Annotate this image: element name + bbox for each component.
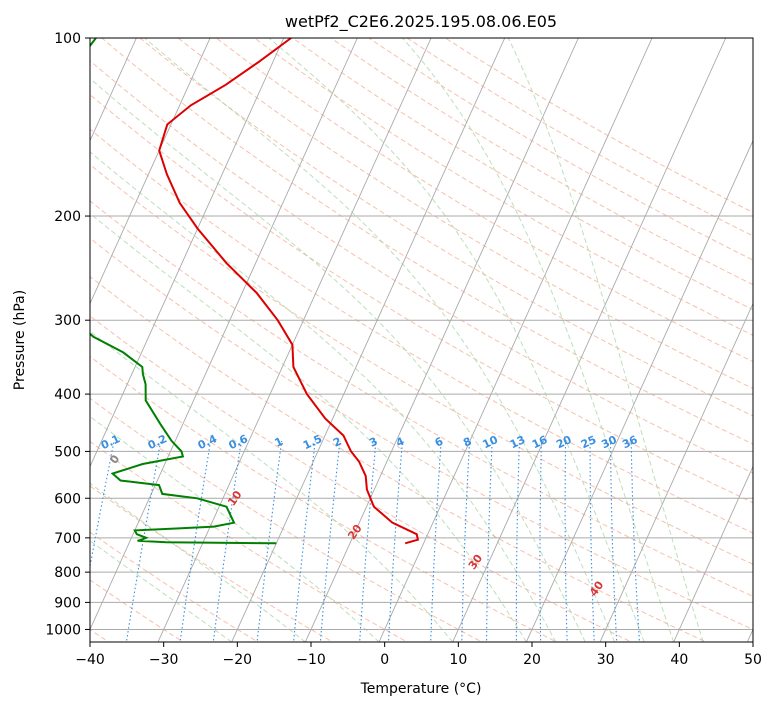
sounding-line: [90, 38, 277, 545]
mixing-ratio-line: [212, 440, 242, 642]
mixing-ratio-line: [179, 440, 212, 642]
mixing-ratio-line: [256, 440, 283, 642]
isotherm-line: [90, 38, 358, 631]
mixing-ratio-label: 16: [530, 433, 550, 451]
mixing-ratio-line: [589, 440, 595, 642]
y-axis-ticks: 100 200 300 400 500 600 700 800 900 1000: [45, 31, 90, 638]
y-tick-label: 300: [54, 313, 81, 329]
x-axis-ticks: −40 −30 −20 −10 0 10 20 30 40 50: [75, 642, 762, 668]
sounding-series: [90, 38, 420, 545]
mixing-ratio-label: 20: [554, 433, 574, 451]
x-tick-label: −40: [75, 652, 105, 668]
plot-area: 0.10.20.40.611.52346810131620253036-100-…: [90, 38, 753, 642]
moist-adiabat: [90, 212, 527, 642]
mixing-ratio-line: [539, 440, 543, 642]
mixing-ratio-line: [387, 440, 404, 642]
dry-adiabat: [90, 128, 753, 534]
moist-adiabat: [90, 77, 586, 642]
x-tick-label: 30: [597, 652, 615, 668]
x-tick-label: 50: [744, 652, 762, 668]
moist-adiabat: [144, 38, 616, 642]
isotherm-line: [90, 38, 285, 468]
y-tick-label: 1000: [45, 622, 81, 638]
isotherm-line: [452, 38, 727, 642]
isotherm-line: [90, 38, 137, 142]
x-tick-label: 40: [670, 652, 688, 668]
dry-adiabat: [90, 200, 753, 597]
x-axis-label: Temperature (°C): [360, 681, 482, 697]
y-axis-label: Pressure (hPa): [12, 290, 28, 390]
dry-adiabat: [90, 440, 409, 642]
isotherm-line: [231, 38, 506, 642]
dry-adiabat: [329, 38, 753, 286]
dry-adiabat: [90, 237, 753, 631]
chart-title: wetPf2_C2E6.2025.195.08.06.E05: [285, 12, 557, 32]
x-tick-label: −30: [149, 652, 179, 668]
isotherm-line: [599, 302, 753, 642]
y-tick-label: 200: [54, 209, 81, 225]
isotherm-line: [304, 38, 579, 642]
mixing-ratio-label: 36: [620, 433, 640, 451]
mixing-ratio-line: [461, 440, 471, 642]
moist-adiabat: [507, 38, 704, 642]
y-tick-label: 900: [54, 595, 81, 611]
mixing-ratio-label: 25: [579, 433, 598, 451]
y-tick-label: 100: [54, 31, 81, 47]
isotherms: [90, 38, 753, 642]
plot-frame: [89, 37, 754, 643]
moist-adiabat: [268, 38, 645, 642]
mixing-ratio-label: 13: [508, 433, 527, 451]
x-tick-label: −20: [223, 652, 253, 668]
mixing-ratio-line: [630, 440, 641, 642]
y-tick-label: 800: [54, 565, 81, 581]
x-tick-label: 0: [380, 652, 389, 668]
isotherm-line: [378, 38, 653, 642]
mixing-ratio-lines: [90, 440, 641, 642]
isotherm-line: [90, 38, 211, 305]
isotherm-line: [673, 465, 753, 642]
mixing-ratio-line: [319, 440, 341, 642]
dry-adiabat: [90, 60, 753, 474]
isotherm-line: [157, 38, 432, 642]
mixing-ratio-label: 10: [481, 433, 501, 451]
isobar-grid: [90, 38, 753, 630]
y-tick-label: 400: [54, 387, 81, 403]
y-tick-label: 600: [54, 491, 81, 507]
mixing-ratio-label: 30: [599, 433, 619, 451]
dry-adiabat: [90, 93, 753, 504]
mixing-ratio-line: [125, 440, 162, 642]
sounding-line: [158, 38, 420, 545]
mixing-ratio-line: [515, 440, 520, 642]
y-tick-label: 700: [54, 531, 81, 547]
moist-adiabats: [90, 38, 704, 642]
mixing-ratio-line: [293, 440, 316, 642]
moist-adiabat: [90, 151, 557, 642]
moist-adiabat: [402, 38, 675, 642]
x-tick-label: 20: [523, 652, 541, 668]
dry-adiabat: [139, 38, 753, 417]
moist-adiabat: [90, 540, 232, 642]
x-tick-label: 10: [449, 652, 467, 668]
dry-adiabat: [90, 315, 633, 642]
isotherm-line: [525, 139, 753, 642]
mixing-ratio-line: [609, 440, 618, 642]
mixing-ratio-line: [564, 440, 568, 642]
mixing-ratio-line: [359, 440, 377, 642]
dry-adiabat: [291, 38, 753, 311]
mixing-ratio-line: [486, 440, 493, 642]
x-tick-label: −10: [296, 652, 326, 668]
mixing-ratio-line: [430, 440, 442, 642]
dry-adiabat: [101, 38, 753, 445]
y-tick-label: 500: [54, 444, 81, 460]
